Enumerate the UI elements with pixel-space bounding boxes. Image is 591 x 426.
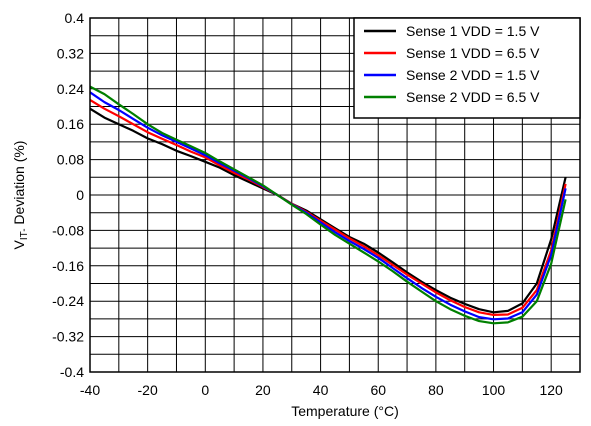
series-line-3 xyxy=(89,91,567,321)
y-axis-title-main: V xyxy=(11,239,27,249)
plot-border xyxy=(89,17,581,373)
y-tick-label: 0.24 xyxy=(57,81,84,97)
legend-label: Sense 1 VDD = 1.5 V xyxy=(406,23,540,39)
y-tick-labels: 0.4 0.32 0.24 0.16 0.08 0 -0.08 -0.16 -0.24 -0.32… xyxy=(52,10,84,380)
x-tick-label: -20 xyxy=(138,382,158,398)
x-tick-label: 40 xyxy=(313,382,329,398)
y-tick-label: 0.32 xyxy=(57,45,84,61)
y-tick-label: 0 xyxy=(76,187,84,203)
y-axis-title-sub: IT- xyxy=(19,228,30,240)
y-tick-label: 0.4 xyxy=(65,10,85,26)
y-tick-label: -0.32 xyxy=(52,329,84,345)
y-tick-label: -0.4 xyxy=(60,364,84,380)
x-tick-label: 80 xyxy=(428,382,444,398)
x-tick-label: 20 xyxy=(255,382,271,398)
series-line-4 xyxy=(89,85,567,325)
legend-label: Sense 1 VDD = 6.5 V xyxy=(406,45,540,61)
series-line-2 xyxy=(89,98,567,316)
y-tick-label: 0.08 xyxy=(57,152,84,168)
y-axis-title: VIT- Deviation (%) xyxy=(11,141,30,250)
series-line-1 xyxy=(89,107,567,314)
y-tick-label: 0.16 xyxy=(57,116,84,132)
x-tick-label: -40 xyxy=(80,382,100,398)
x-axis-title: Temperature (°C) xyxy=(291,403,399,419)
x-tick-label: 60 xyxy=(370,382,386,398)
legend-label: Sense 2 VDD = 6.5 V xyxy=(406,89,540,105)
x-tick-label: 120 xyxy=(539,382,563,398)
y-tick-label: -0.16 xyxy=(52,258,84,274)
y-tick-label: -0.24 xyxy=(52,293,84,309)
x-tick-labels: -40 -20 0 20 40 60 80 100 120 xyxy=(80,382,563,398)
legend: Sense 1 VDD = 1.5 V Sense 1 VDD = 6.5 V Se… xyxy=(353,17,581,119)
legend-label: Sense 2 VDD = 1.5 V xyxy=(406,67,540,83)
series-layer xyxy=(89,85,567,325)
legend-box xyxy=(353,17,581,119)
x-tick-label: 0 xyxy=(201,382,209,398)
y-axis-title-rest: Deviation (%) xyxy=(11,141,27,229)
y-tick-label: -0.08 xyxy=(52,222,84,238)
x-tick-label: 100 xyxy=(482,382,506,398)
